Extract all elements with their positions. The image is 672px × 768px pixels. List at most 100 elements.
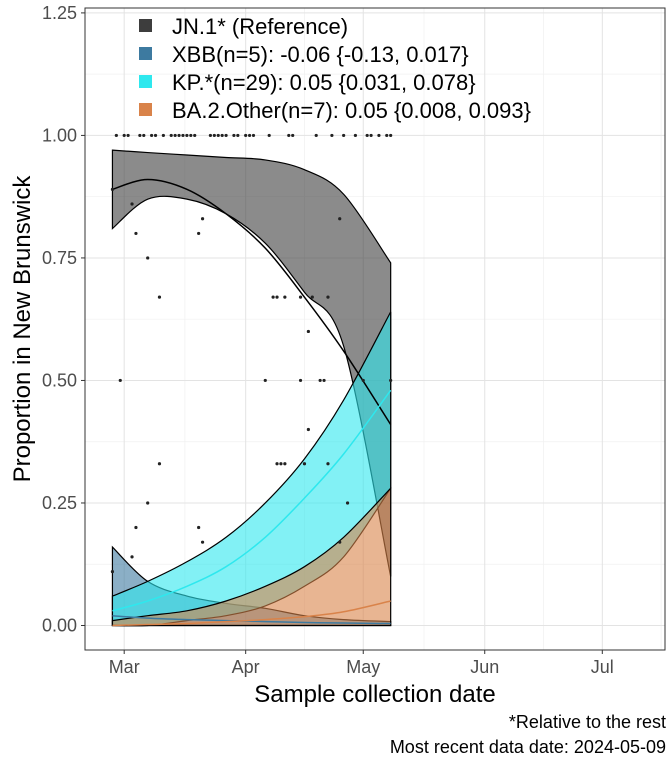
- confidence-bands: [111, 149, 392, 627]
- legend-key-xbb-n-5-0-06-0-13-0-017: [139, 47, 152, 60]
- fit-line-kp-n-29-0-05-0-031-0-078: [112, 389, 392, 612]
- y-tick-label: 0.50: [42, 370, 77, 390]
- plot-panel-border: [84, 7, 666, 651]
- data-point: [130, 202, 134, 206]
- x-tick-label: Apr: [232, 657, 260, 677]
- data-point: [353, 133, 358, 138]
- data-point: [200, 540, 205, 544]
- data-point: [236, 133, 240, 138]
- legend: JN.1* (Reference) XBB(n=5): -0.06 {-0.13,…: [139, 14, 531, 123]
- x-tick-label: Jun: [470, 657, 499, 677]
- data-point: [318, 378, 322, 383]
- data-point: [247, 133, 252, 138]
- data-point: [275, 295, 279, 299]
- legend-key-ba-2-other-n-7-0-05-0-008-0-093: [139, 103, 152, 116]
- data-point: [185, 133, 189, 138]
- caption-relative-note: *Relative to the rest: [508, 712, 666, 732]
- data-point: [298, 295, 303, 299]
- data-point: [232, 133, 236, 138]
- x-tick-label: Jul: [591, 657, 614, 677]
- data-point: [283, 295, 287, 299]
- data-point: [361, 378, 365, 383]
- data-point: [271, 295, 275, 299]
- legend-label-ba-2-other-n-7-0-05-0-008-0-093: BA.2.Other(n=7): 0.05 {0.008, 0.093}: [172, 98, 531, 123]
- data-point: [153, 133, 158, 138]
- data-point: [342, 133, 346, 138]
- data-point: [244, 133, 248, 138]
- data-point: [330, 133, 334, 138]
- data-point: [157, 295, 162, 299]
- data-point: [197, 525, 201, 530]
- data-point: [126, 133, 130, 138]
- data-point: [338, 540, 342, 544]
- data-point: [322, 378, 326, 383]
- data-point: [306, 329, 310, 334]
- data-point: [291, 133, 295, 138]
- x-tick-label: May: [346, 657, 380, 677]
- data-point: [118, 378, 122, 383]
- data-point: [326, 295, 330, 299]
- legend-label-kp-n-29-0-05-0-031-0-078: KP.*(n=29): 0.05 {0.031, 0.078}: [172, 70, 476, 95]
- data-point: [114, 133, 118, 138]
- data-point: [212, 133, 216, 138]
- x-tick-label: Mar: [109, 657, 140, 677]
- data-point: [122, 133, 126, 138]
- x-axis-title: Sample collection date: [254, 681, 495, 708]
- fit-lines: [112, 178, 392, 627]
- data-point: [389, 378, 393, 383]
- data-point: [134, 525, 138, 530]
- data-point: [251, 133, 256, 138]
- legend-key-jn-1-reference: [139, 19, 152, 32]
- data-point: [193, 133, 197, 138]
- data-point: [389, 133, 393, 138]
- y-tick-label: 1.00: [42, 125, 77, 145]
- data-point: [110, 187, 115, 191]
- data-point: [134, 231, 138, 236]
- x-axis-ticks: Mar Apr May Jun Jul: [109, 650, 614, 677]
- fit-line-ba-2-other-n-7-0-05-0-008-0-093: [112, 600, 391, 627]
- y-axis-ticks: 0.00 0.25 0.50 0.75 1.00 1.25: [42, 3, 85, 635]
- y-tick-label: 1.25: [42, 3, 77, 23]
- data-point: [369, 133, 373, 138]
- data-point: [110, 569, 115, 574]
- data-point: [306, 427, 310, 432]
- data-point: [345, 501, 350, 505]
- observed-points: [110, 133, 393, 574]
- data-point: [130, 555, 134, 559]
- y-axis-title: Proportion in New Brunswick: [9, 175, 36, 483]
- data-point: [275, 462, 279, 466]
- y-tick-label: 0.25: [42, 493, 77, 513]
- y-tick-label: 0.75: [42, 248, 77, 268]
- data-point: [314, 133, 318, 138]
- data-point: [146, 501, 150, 505]
- data-point: [302, 462, 307, 466]
- data-point: [189, 133, 193, 138]
- legend-label-jn-1-reference: JN.1* (Reference): [172, 14, 348, 39]
- data-point: [263, 378, 267, 383]
- data-point: [173, 133, 177, 138]
- data-point: [200, 217, 205, 221]
- band-ba-2-other-n-7-0-05-0-008-0-093: [111, 486, 392, 627]
- data-point: [287, 133, 291, 138]
- fit-line-jn-1-reference: [112, 178, 392, 425]
- data-point: [385, 133, 389, 138]
- data-point: [208, 133, 213, 138]
- data-point: [267, 133, 271, 138]
- data-point: [377, 133, 381, 138]
- legend-key-kp-n-29-0-05-0-031-0-078: [139, 75, 152, 88]
- data-point: [157, 462, 162, 466]
- data-point: [216, 133, 220, 138]
- data-point: [224, 133, 228, 138]
- data-point: [146, 256, 150, 260]
- data-point: [169, 133, 173, 138]
- data-point: [181, 133, 185, 138]
- data-point: [365, 133, 369, 138]
- data-point: [220, 133, 224, 138]
- data-point: [338, 217, 342, 221]
- data-point: [138, 133, 142, 138]
- data-point: [283, 462, 287, 466]
- data-point: [161, 133, 165, 138]
- data-point: [310, 295, 314, 299]
- data-point: [150, 133, 154, 138]
